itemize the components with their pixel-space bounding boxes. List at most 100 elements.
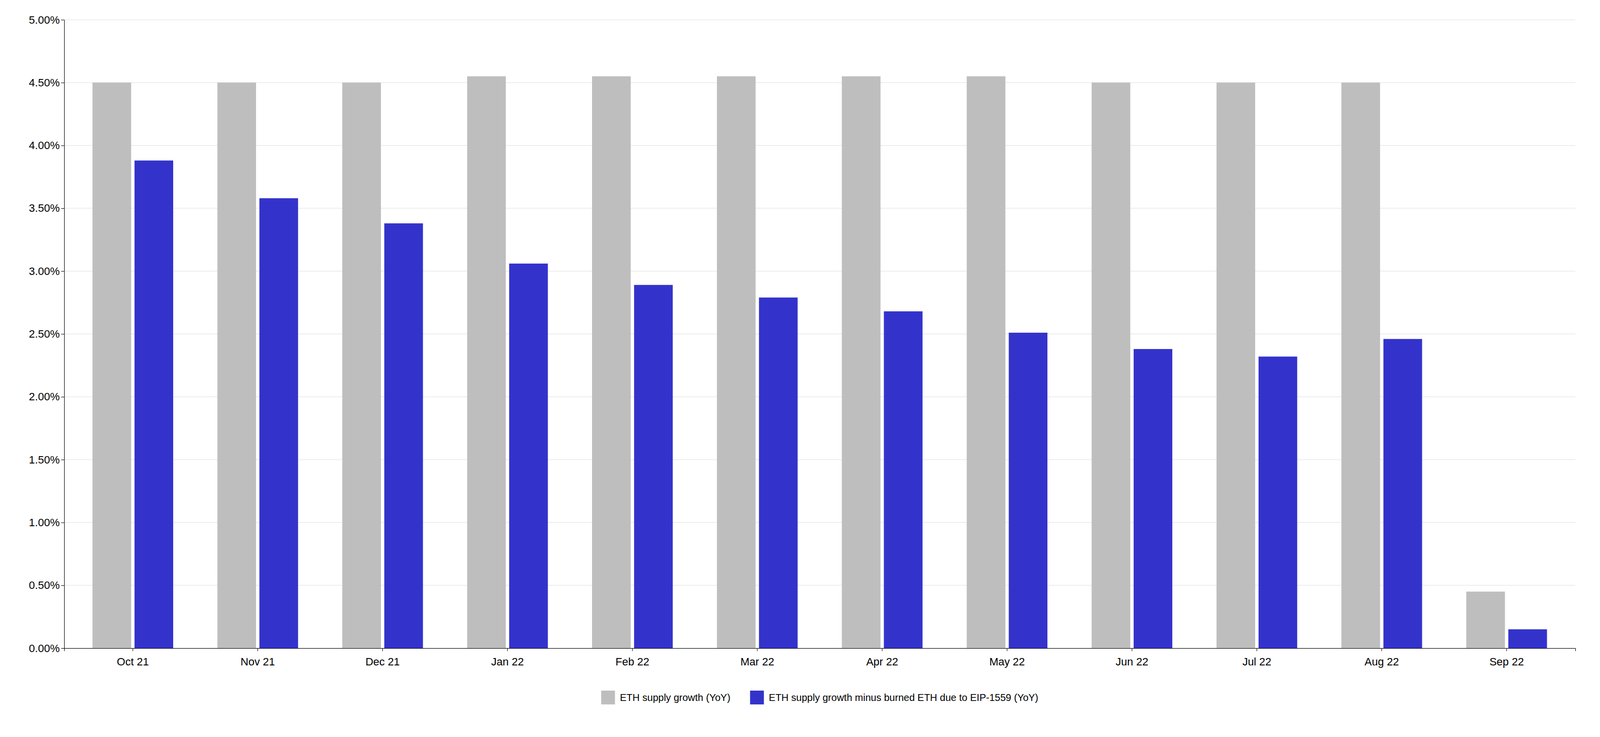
bar: [1466, 591, 1505, 648]
bar: [758, 297, 798, 648]
x-tick-label: Jul 22: [1242, 655, 1272, 668]
x-tick-label: Apr 22: [866, 655, 899, 668]
y-tick-mark: [61, 396, 65, 398]
x-tick: Aug 22: [1364, 647, 1400, 668]
y-tick: 0.00%: [29, 641, 65, 655]
y-tick: 0.50%: [29, 578, 65, 592]
y-tick: 3.50%: [29, 201, 65, 215]
x-tick-mark: [382, 647, 383, 651]
bar-series: [92, 76, 1505, 648]
y-tick-label: 1.00%: [29, 516, 60, 529]
legend-item: ETH supply growth (YoY): [600, 690, 731, 705]
bar: [883, 311, 923, 648]
x-tick-label: Mar 22: [740, 655, 775, 668]
bar: [633, 284, 673, 648]
bar: [217, 82, 257, 648]
x-axis-line: [64, 648, 1576, 652]
bar: [1216, 82, 1256, 648]
x-tick-label: Aug 22: [1364, 655, 1400, 668]
legend: ETH supply growth (YoY) ETH supply growth…: [600, 690, 1039, 705]
x-tick: Mar 22: [740, 647, 775, 668]
bar: [259, 198, 298, 648]
y-tick: 2.00%: [29, 390, 65, 403]
bar: [1133, 348, 1173, 648]
bar-series: [134, 160, 1548, 648]
bar: [384, 223, 423, 648]
x-tick-label: Nov 21: [240, 655, 276, 668]
x-tick: Feb 22: [615, 647, 650, 668]
plot-area: [92, 76, 1547, 648]
x-tick-mark: [132, 647, 134, 651]
bar: [134, 160, 174, 648]
y-tick-mark: [61, 334, 65, 335]
x-tick-label: Dec 21: [365, 655, 401, 668]
x-tick-label: Jun 22: [1115, 655, 1149, 668]
y-tick-mark: [61, 521, 65, 523]
bar: [592, 76, 631, 648]
y-axis: 0.00% 0.50% 1.00% 1.50% 2.00% 2.50% 3.00% 3.50%…: [29, 13, 65, 655]
y-tick-label: 0.00%: [29, 641, 60, 655]
x-tick-mark: [882, 647, 883, 651]
x-tick-mark: [257, 647, 259, 651]
x-tick: Apr 22: [866, 647, 899, 668]
y-tick-mark: [61, 585, 65, 586]
x-tick-label: Feb 22: [615, 655, 650, 668]
x-tick-label: Oct 21: [116, 655, 149, 668]
x-tick: Jan 22: [491, 647, 524, 668]
legend-label: ETH supply growth minus burned ETH due t…: [768, 691, 1039, 703]
y-tick-mark: [61, 270, 65, 272]
legend-label: ETH supply growth (YoY): [619, 691, 731, 703]
legend-item: ETH supply growth minus burned ETH due t…: [749, 690, 1039, 705]
x-tick: Sep 22: [1489, 647, 1525, 668]
y-tick: 3.00%: [29, 264, 65, 278]
bar: [1383, 338, 1422, 648]
bar: [1508, 629, 1547, 648]
grid-line: [64, 19, 1576, 21]
x-tick-mark: [1506, 647, 1507, 651]
x-tick: Dec 21: [365, 647, 401, 668]
y-tick-mark: [61, 459, 65, 460]
y-tick-label: 3.00%: [29, 264, 60, 278]
y-tick: 1.00%: [29, 516, 65, 529]
x-tick-mark: [1256, 647, 1258, 651]
x-tick-mark: [632, 647, 633, 651]
bar: [841, 76, 881, 648]
y-tick-label: 3.50%: [29, 201, 60, 215]
x-tick: May 22: [989, 647, 1025, 668]
y-tick-label: 2.50%: [29, 327, 60, 340]
y-tick-mark: [61, 82, 65, 83]
y-tick: 5.00%: [29, 13, 65, 27]
y-tick-label: 1.50%: [29, 453, 60, 466]
y-axis-line: [61, 20, 65, 649]
x-axis: Oct 21 Nov 21 Dec 21 Jan 22 Feb 22 Mar 22 Apr …: [64, 647, 1576, 668]
x-tick-mark: [1006, 647, 1008, 651]
y-tick-label: 0.50%: [29, 578, 60, 592]
x-tick-mark: [507, 647, 508, 651]
y-tick: 4.00%: [29, 139, 65, 152]
y-tick-label: 4.00%: [29, 139, 60, 152]
y-tick: 2.50%: [29, 327, 65, 340]
chart: Oct 21 Nov 21 Dec 21 Jan 22 Feb 22 Mar 22 Apr …: [0, 0, 1600, 737]
x-tick-mark: [756, 647, 758, 651]
x-tick: Jul 22: [1242, 647, 1272, 668]
y-tick-label: 4.50%: [29, 76, 60, 89]
x-tick-mark: [1381, 647, 1382, 651]
bar: [1258, 356, 1298, 648]
x-tick: Jun 22: [1115, 647, 1149, 668]
bar: [1008, 332, 1048, 648]
bar: [966, 76, 1005, 648]
x-tick-label: Sep 22: [1489, 655, 1525, 668]
x-tick: Oct 21: [116, 647, 149, 668]
x-tick-label: Jan 22: [491, 655, 524, 668]
y-tick-mark: [61, 19, 65, 21]
bar: [467, 76, 506, 648]
legend-swatch: [749, 690, 764, 705]
y-tick-label: 5.00%: [29, 13, 60, 27]
bar: [92, 82, 131, 648]
y-tick: 4.50%: [29, 76, 65, 89]
y-tick-label: 2.00%: [29, 390, 60, 403]
bar: [716, 76, 756, 648]
bar: [342, 82, 381, 648]
bar: [509, 263, 548, 648]
grid: [64, 19, 1576, 648]
